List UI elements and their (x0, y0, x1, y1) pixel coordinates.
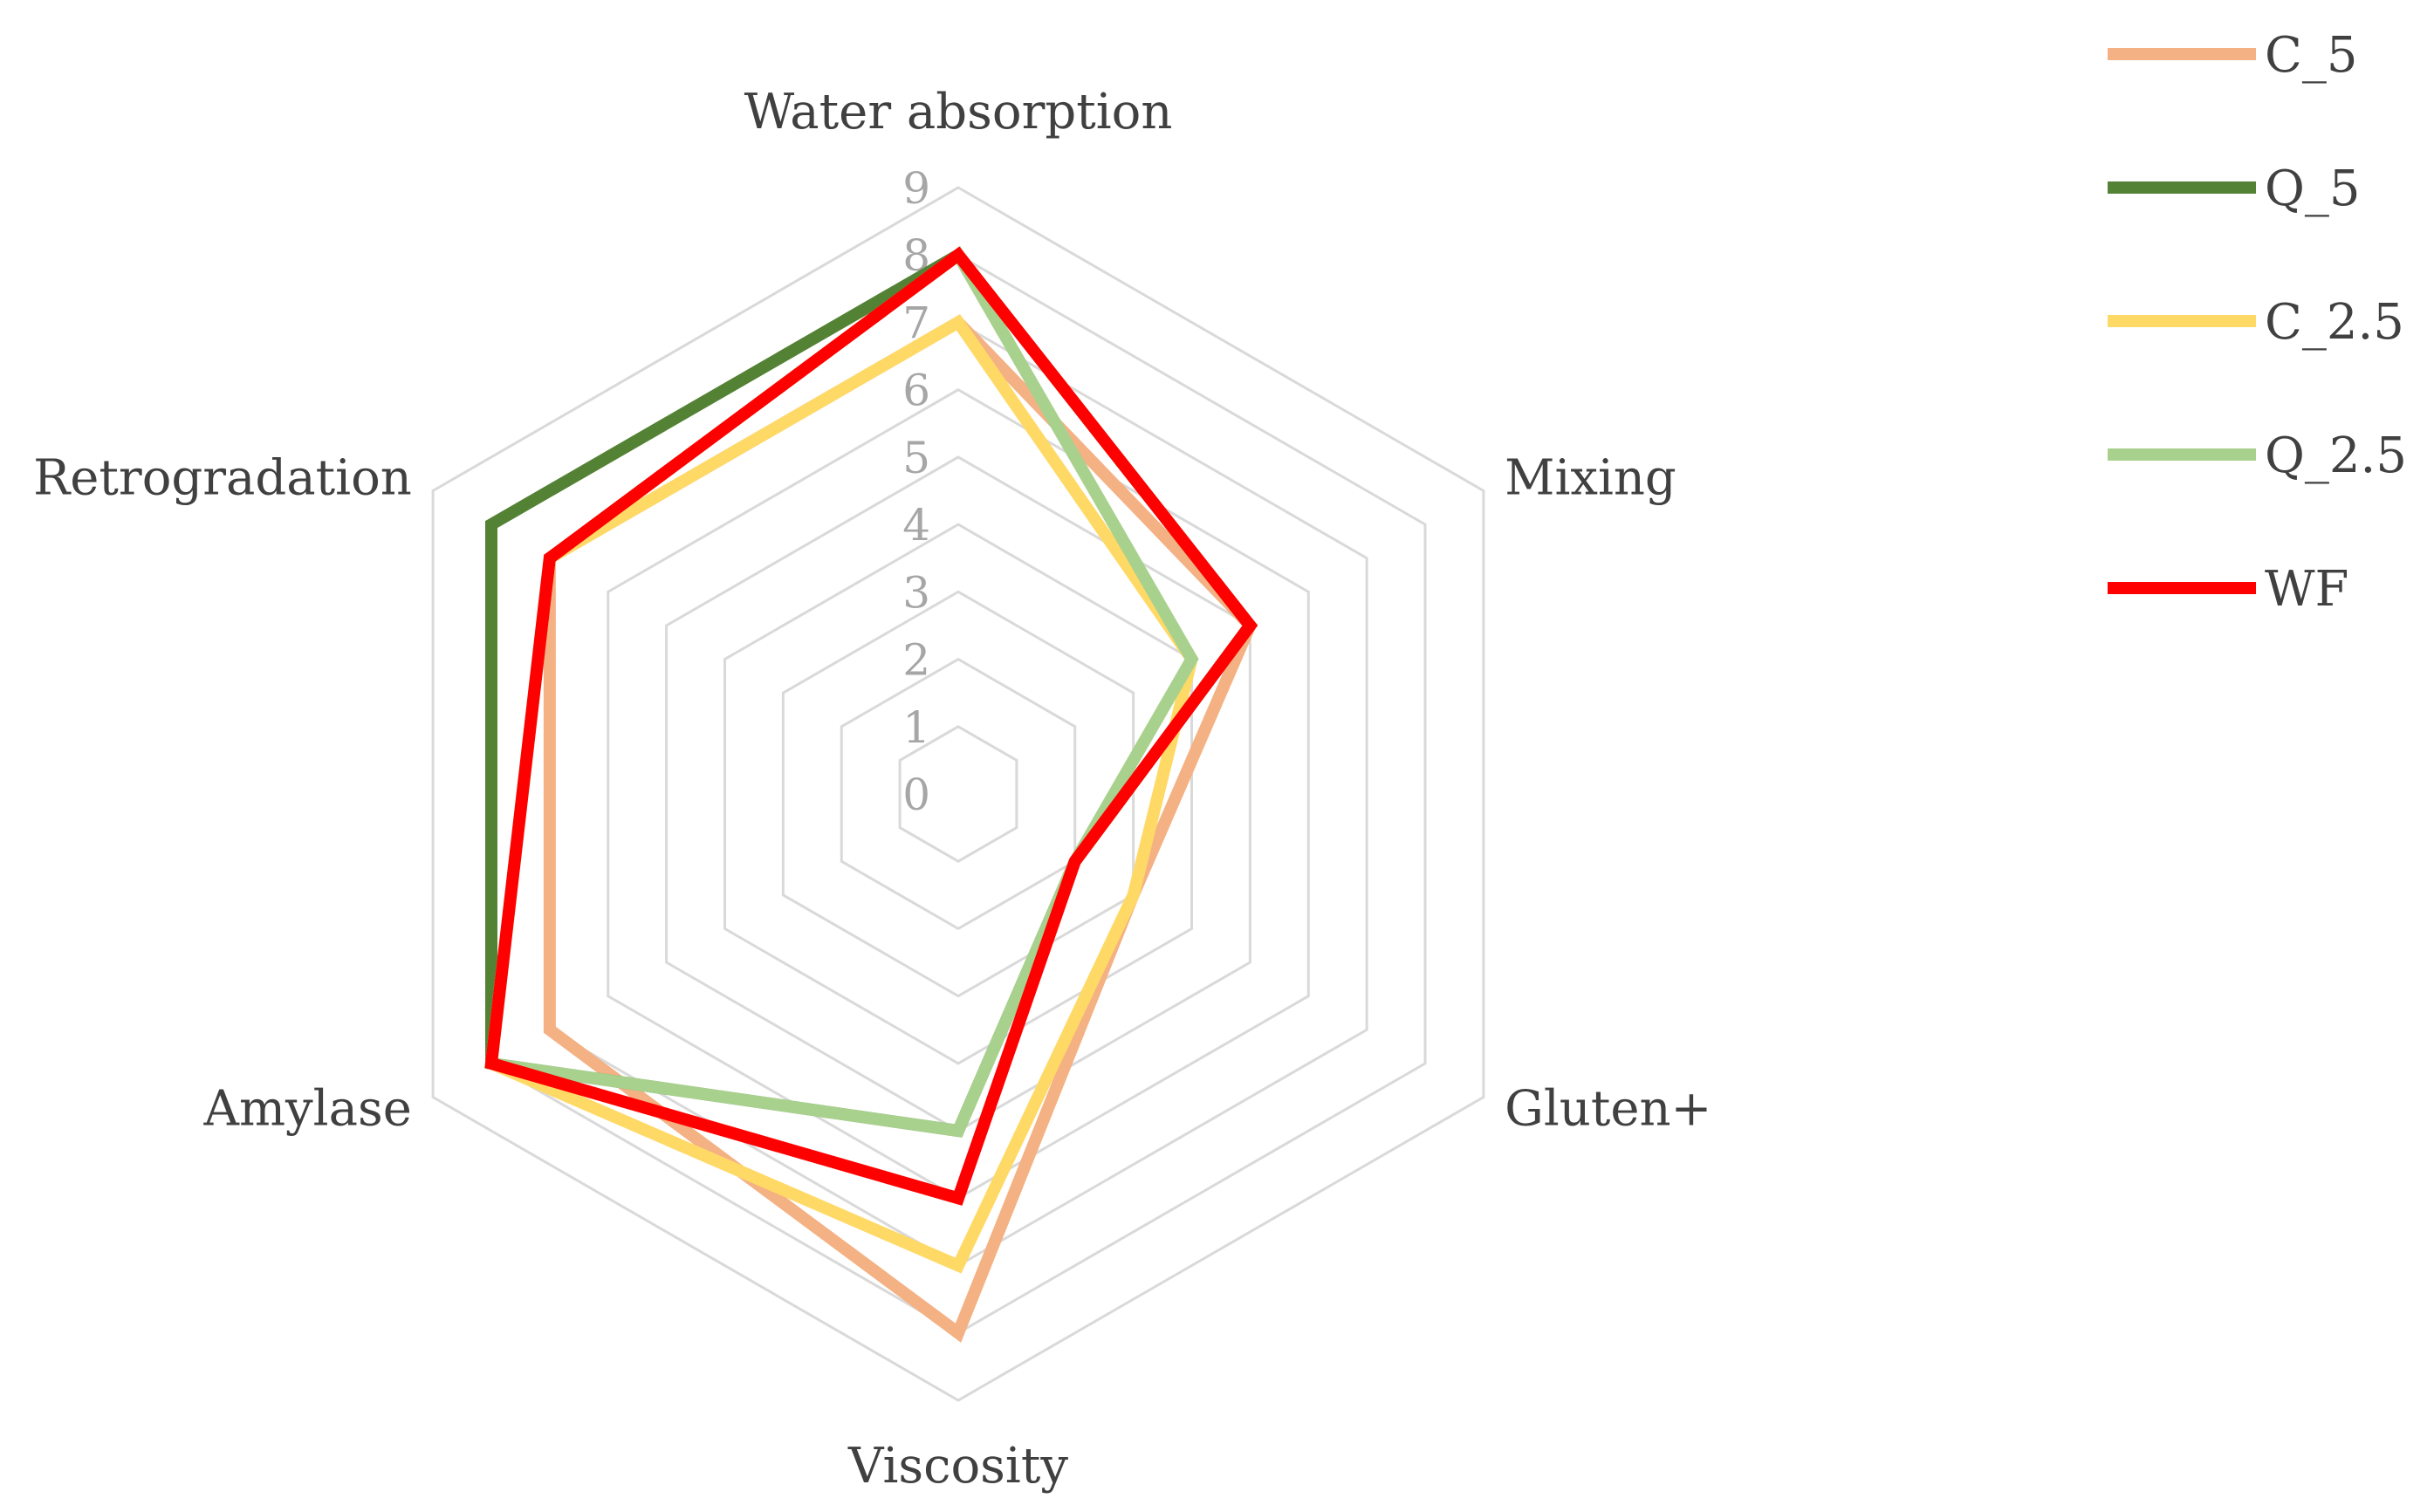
axis-labels: Water absorption Mixing Gluten+ Viscosity Am… (33, 84, 1711, 1495)
axis-label-mixing: Mixing (1505, 450, 1676, 507)
axis-label-retrogradation: Retrogradation (33, 450, 412, 507)
radar-series (484, 245, 1258, 1343)
tick-label-4: 4 (902, 500, 930, 551)
grid-ring-3 (781, 590, 1135, 998)
legend-label-c-5: C_5 (2265, 27, 2357, 84)
grid-ring-6 (607, 387, 1310, 1201)
tick-label-5: 5 (902, 433, 930, 483)
tick-label-2: 2 (902, 635, 930, 686)
axis-label-gluten-: Gluten+ (1505, 1081, 1711, 1138)
tick-label-6: 6 (902, 366, 930, 416)
series-line-q-5 (484, 247, 1258, 1138)
grid-ring-9 (431, 186, 1485, 1402)
axis-label-water-absorption: Water absorption (744, 84, 1173, 140)
series-line-wf (484, 246, 1258, 1206)
legend-label-wf: WF (2265, 561, 2348, 618)
tick-label-0: 0 (902, 770, 930, 820)
tick-label-1: 1 (902, 702, 930, 753)
legend: C_5 Q_5 C_2.5 Q_2.5 WF (2108, 27, 2407, 618)
grid-ring-1 (898, 725, 1018, 863)
axis-label-amylase: Amylase (203, 1081, 412, 1138)
legend-label-q-2-5: Q_2.5 (2265, 428, 2407, 484)
tick-label-9: 9 (902, 163, 930, 214)
grid-ring-8 (490, 253, 1427, 1335)
tick-label-3: 3 (902, 567, 930, 618)
grid-ring-2 (840, 657, 1077, 931)
legend-label-c-2-5: C_2.5 (2265, 294, 2404, 351)
legend-label-q-5: Q_5 (2265, 161, 2361, 217)
axis-label-viscosity: Viscosity (847, 1438, 1068, 1495)
radar-grid (431, 186, 1485, 1402)
